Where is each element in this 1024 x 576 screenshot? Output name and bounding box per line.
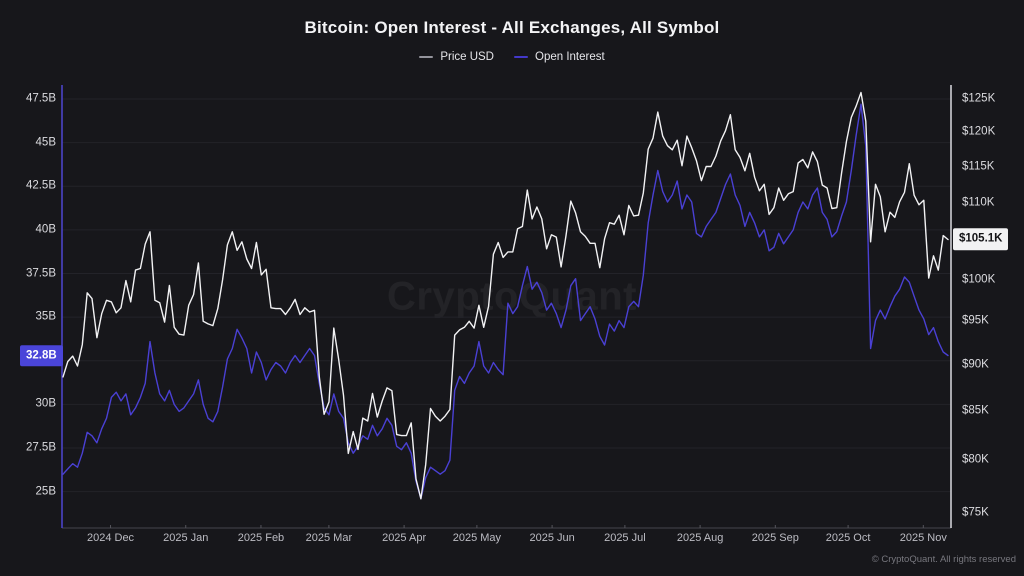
x-axis-tick-label: 2024 Dec [86,532,135,544]
legend-item-price-usd[interactable]: Price USD [419,51,494,63]
x-axis-tick-label: 2025 May [452,532,502,544]
y-right-tick-label: $110K [962,195,995,208]
x-axis-tick-label: 2025 Feb [237,532,285,544]
y-right-tick-label: $125K [962,92,996,105]
y-right-tick-label: $95K [962,314,989,327]
price-current-badge: $105.1K [953,228,1009,251]
y-right-tick-label: $75K [962,506,989,519]
legend-label-price-usd: Price USD [440,51,494,63]
y-left-tick-label: 40B [35,223,56,236]
copyright-notice: © CryptoQuant. All rights reserved [871,554,1016,565]
open-interest-swatch-icon [514,56,528,58]
legend: Price USD Open Interest [0,51,1024,63]
y-right-tick-label: $100K [962,272,996,285]
x-axis-tick-label: 2025 Aug [676,532,724,544]
y-left-tick-label: 30B [35,397,56,410]
open-interest-line [62,103,949,500]
y-left-tick-label: 47.5B [25,92,56,105]
x-axis-tick-label: 2025 Jul [604,532,646,544]
x-axis-tick-label: 2025 Jan [163,532,209,544]
y-right-tick-label: $90K [962,358,989,371]
y-left-tick-label: 25B [35,484,56,497]
x-axis-tick-label: 2025 Sep [751,532,799,544]
y-right-tick-label: $120K [962,125,996,138]
x-axis-tick-label: 2025 Oct [825,532,871,544]
y-left-tick-label: 35B [35,310,56,323]
price-usd-swatch-icon [419,56,434,58]
y-left-tick-label: 42.5B [25,179,56,192]
chart-title: Bitcoin: Open Interest - All Exchanges, … [304,18,720,37]
legend-item-open-interest[interactable]: Open Interest [514,51,605,63]
y-left-tick-label: 27.5B [25,441,56,454]
x-axis-tick-label: 2025 Apr [382,532,427,544]
y-right-tick-label: $115K [962,159,995,172]
x-axis-tick-label: 2025 Jun [529,532,575,544]
price-line [62,91,949,500]
y-right-tick-label: $80K [962,453,989,466]
y-right-tick-label: $85K [962,404,989,417]
x-axis-tick-label: 2025 Mar [305,532,353,544]
x-axis-tick-label: 2025 Nov [899,532,947,544]
legend-label-open-interest: Open Interest [535,51,605,63]
open-interest-current-badge: 32.8B [20,344,63,367]
y-left-tick-label: 37.5B [25,266,56,279]
y-left-tick-label: 45B [35,135,56,148]
